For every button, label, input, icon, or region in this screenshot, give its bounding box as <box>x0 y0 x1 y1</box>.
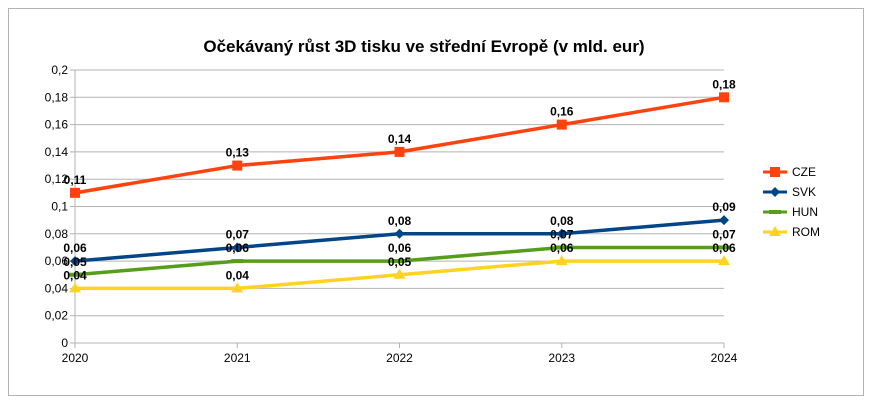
data-point-rom <box>69 282 81 293</box>
data-point-hun <box>718 245 730 250</box>
legend-marker <box>770 187 780 197</box>
data-point-svk <box>556 228 567 239</box>
x-tick-label: 2022 <box>386 351 413 365</box>
y-tick-label: 0 <box>61 336 68 350</box>
series-lines <box>69 92 730 293</box>
y-tick-label: 0,14 <box>45 145 69 159</box>
data-label-hun: 0,07 <box>712 227 736 241</box>
data-point-hun <box>69 272 81 277</box>
data-point-rom <box>555 255 568 266</box>
legend: CZE SVK HUN ROM <box>763 165 820 239</box>
x-tick-label: 2023 <box>548 351 575 365</box>
data-label-cze: 0,18 <box>712 77 736 91</box>
data-label-cze: 0,13 <box>226 146 250 160</box>
legend-item-hun: HUN <box>763 205 818 219</box>
data-point-svk <box>394 228 405 239</box>
x-tick-label: 2021 <box>224 351 251 365</box>
data-label-hun: 0,07 <box>550 227 574 241</box>
data-label-svk: 0,09 <box>712 200 736 214</box>
data-label-hun: 0,06 <box>226 241 250 255</box>
legend-label: CZE <box>792 165 816 179</box>
data-label-svk: 0,08 <box>550 214 574 228</box>
data-point-svk <box>70 256 80 267</box>
series-rom <box>69 255 730 293</box>
data-label-rom: 0,06 <box>550 241 574 255</box>
data-point-hun <box>393 259 406 264</box>
legend-marker <box>769 226 781 236</box>
data-labels: 0,110,130,140,160,180,060,070,08 0,080,09… <box>63 77 736 282</box>
data-point-hun <box>231 259 244 264</box>
series-svk <box>70 215 729 267</box>
y-tick-label: 0,1 <box>51 200 68 214</box>
chart-frame <box>8 8 864 396</box>
data-point-cze <box>232 160 243 171</box>
legend-marker <box>769 210 781 214</box>
data-point-hun <box>555 245 568 250</box>
data-label-cze: 0,14 <box>388 132 412 146</box>
legend-label: SVK <box>792 185 816 199</box>
series-cze <box>70 92 729 198</box>
x-tick-label: 2024 <box>711 351 738 365</box>
grid <box>75 69 724 344</box>
y-tick-label: 0,2 <box>51 63 68 77</box>
legend-label: ROM <box>792 225 820 239</box>
data-point-rom <box>231 282 244 293</box>
data-point-cze <box>719 92 729 103</box>
data-point-rom <box>393 268 406 279</box>
data-point-cze <box>70 187 80 198</box>
data-label-rom: 0,04 <box>63 268 87 282</box>
y-tick-label: 0,18 <box>45 90 69 104</box>
y-tick-label: 0,06 <box>45 254 69 268</box>
data-label-hun: 0,06 <box>388 241 412 255</box>
data-label-rom: 0,06 <box>712 241 736 255</box>
data-label-rom: 0,05 <box>388 255 412 269</box>
legend-item-svk: SVK <box>763 185 816 199</box>
data-label-svk: 0,07 <box>226 227 250 241</box>
legend-marker <box>770 167 780 177</box>
data-point-svk <box>232 242 243 253</box>
legend-label: HUN <box>792 205 818 219</box>
y-tick-label: 0,04 <box>45 281 69 295</box>
y-tick-label: 0,16 <box>45 118 69 132</box>
y-tick-label: 0,08 <box>45 227 69 241</box>
y-tick-label: 0,12 <box>45 172 69 186</box>
data-label-cze: 0,11 <box>64 173 87 187</box>
data-label-cze: 0,16 <box>550 105 574 119</box>
chart-title: Očekávaný růst 3D tisku ve střední Evrop… <box>203 37 644 56</box>
legend-item-cze: CZE <box>763 165 816 179</box>
data-point-rom <box>718 255 730 266</box>
data-point-svk <box>719 215 729 226</box>
data-label-hun: 0,05 <box>63 255 87 269</box>
legend-item-rom: ROM <box>763 225 820 239</box>
data-point-cze <box>556 119 567 130</box>
x-tick-label: 2020 <box>62 351 89 365</box>
data-label-svk: 0,08 <box>388 214 412 228</box>
data-label-svk: 0,06 <box>63 241 87 255</box>
data-label-rom: 0,04 <box>226 268 250 282</box>
y-tick-label: 0,02 <box>45 309 69 323</box>
data-point-cze <box>394 146 405 157</box>
series-hun <box>69 245 730 277</box>
